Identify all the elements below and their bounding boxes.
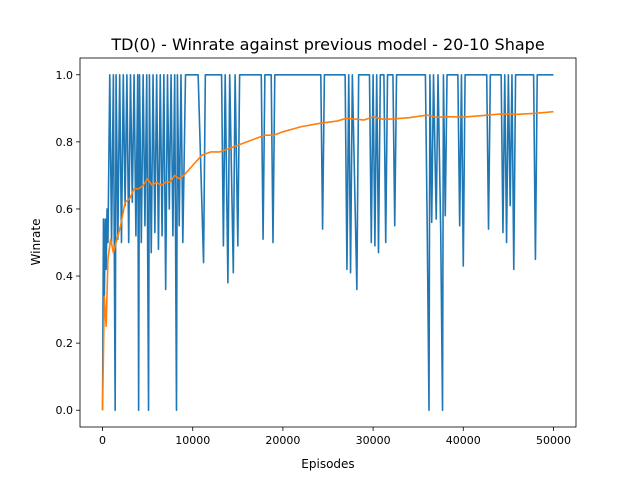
y-axis-label: Winrate	[29, 219, 43, 266]
series-line-2	[101, 110, 554, 411]
axes-frame	[79, 57, 577, 428]
x-tick-label: 40000	[446, 434, 481, 447]
x-tick-label: 0	[99, 434, 106, 447]
y-tick-label: 0.0	[56, 404, 74, 417]
y-tick-label: 0.8	[56, 136, 74, 149]
y-tick-label: 0.4	[56, 270, 74, 283]
series-line-1	[101, 73, 554, 412]
y-tick-label: 1.0	[56, 69, 74, 82]
x-tick-label: 50000	[536, 434, 571, 447]
chart-title: TD(0) - Winrate against previous model -…	[110, 35, 544, 54]
y-tick-label: 0.6	[56, 203, 74, 216]
x-tick-label: 10000	[175, 434, 210, 447]
x-tick-label: 20000	[265, 434, 300, 447]
y-tick-label: 0.2	[56, 337, 74, 350]
x-axis-label: Episodes	[301, 457, 354, 471]
x-tick-label: 30000	[356, 434, 391, 447]
